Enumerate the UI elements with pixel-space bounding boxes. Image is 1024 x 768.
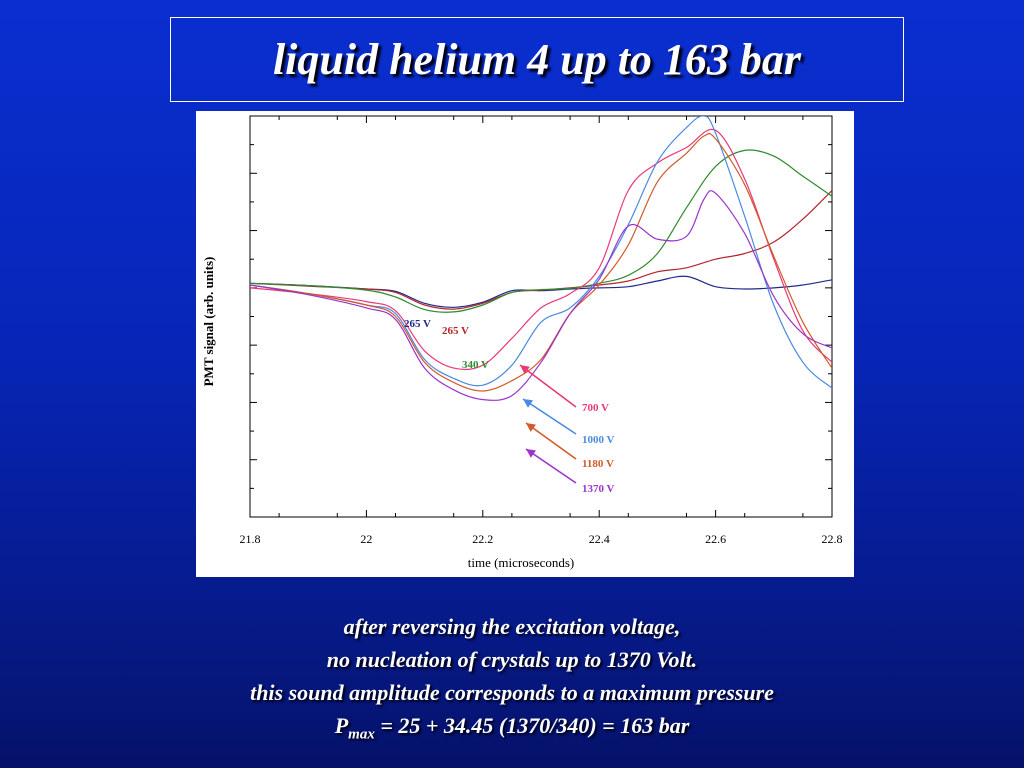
annotation-arrow-3 — [519, 364, 577, 408]
caption-line-3: this sound amplitude corresponds to a ma… — [250, 680, 774, 705]
series-line-1180v-5 — [250, 132, 832, 392]
annotation-label-3: 700 V — [582, 402, 609, 414]
y-axis-label: PMT signal (arb. units) — [201, 257, 216, 387]
series-line-265v-0 — [250, 275, 832, 308]
annotation-label-1: 265 V — [442, 325, 469, 337]
x-tick-label: 21.8 — [240, 532, 261, 546]
x-tick-label: 22.8 — [822, 532, 843, 546]
chart-panel: 21.8 22 22.2 22.4 22.6 22.8 time (microseconds… — [196, 111, 854, 577]
series-line-700v-3 — [250, 128, 832, 371]
series-line-1370v-6 — [250, 190, 832, 401]
caption: after reversing the excitation voltage, … — [0, 610, 1024, 751]
annotation-label-4: 1000 V — [582, 434, 615, 446]
annotation-arrowhead-5 — [526, 423, 536, 432]
x-tick-label: 22.6 — [705, 532, 726, 546]
x-tick-label: 22 — [360, 532, 372, 546]
pressure-symbol: P — [334, 713, 349, 738]
title-box: liquid helium 4 up to 163 bar — [170, 17, 904, 102]
annotation-arrowhead-6 — [526, 449, 536, 458]
line-chart: 21.8 22 22.2 22.4 22.6 22.8 time (microseconds… — [201, 115, 843, 570]
annotation-label-5: 1180 V — [582, 458, 614, 470]
series-line-1000v-4 — [250, 116, 832, 389]
annotation-arrow-5 — [525, 422, 577, 460]
caption-line-2: no nucleation of crystals up to 1370 Vol… — [326, 647, 698, 672]
annotation-arrowhead-3 — [520, 365, 530, 374]
plot-frame — [249, 115, 833, 518]
annotation-label-0: 265 V — [404, 318, 431, 330]
series-line-340v-2 — [250, 149, 832, 313]
slide-title: liquid helium 4 up to 163 bar — [272, 35, 802, 84]
annotation-label-2: 340 V — [462, 359, 489, 371]
caption-line-1: after reversing the excitation voltage, — [343, 614, 681, 639]
annotation-arrow-4 — [522, 398, 577, 435]
series-line-265v-1 — [250, 190, 832, 310]
annotation-arrow-6 — [525, 448, 577, 484]
annotation-arrowhead-4 — [523, 399, 533, 408]
x-tick-label: 22.4 — [589, 532, 610, 546]
x-axis-label: time (microseconds) — [468, 555, 575, 570]
pressure-subscript: max — [348, 726, 375, 743]
caption-line-4: Pmax = 25 + 34.45 (1370/340) = 163 bar — [0, 709, 1024, 751]
pressure-formula: = 25 + 34.45 (1370/340) = 163 bar — [374, 713, 690, 738]
annotation-label-6: 1370 V — [582, 483, 615, 495]
x-tick-label: 22.2 — [472, 532, 493, 546]
